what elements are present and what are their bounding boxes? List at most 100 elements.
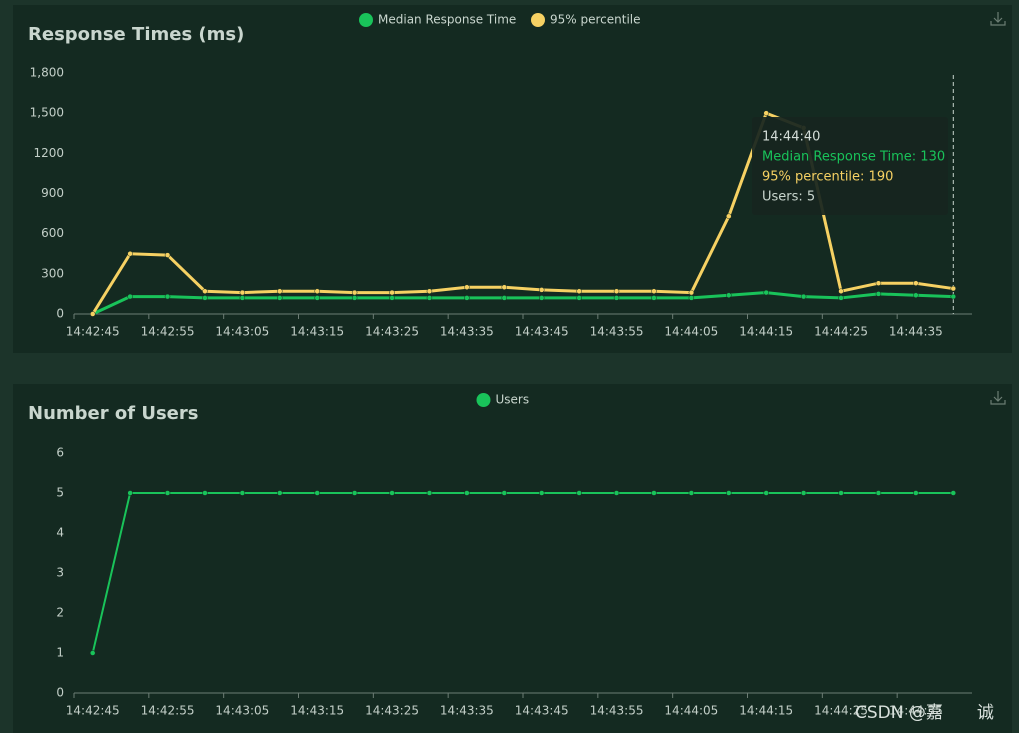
point	[277, 288, 283, 294]
point	[538, 490, 545, 496]
y-tick-label: 1	[56, 646, 64, 660]
point	[351, 289, 358, 296]
point	[277, 490, 283, 496]
point	[726, 490, 732, 496]
y-tick-label: 0	[56, 686, 64, 700]
download-icon[interactable]	[990, 391, 1006, 405]
point	[613, 490, 620, 496]
point	[613, 295, 620, 301]
point	[763, 289, 769, 296]
point	[127, 251, 133, 257]
tooltip-box	[752, 117, 948, 215]
point	[763, 490, 769, 496]
x-tick-label: 14:44:05	[664, 704, 718, 718]
point	[389, 295, 395, 301]
tooltip-title: 14:44:40	[762, 130, 820, 145]
point	[688, 295, 695, 301]
point	[277, 295, 283, 301]
point	[239, 289, 246, 296]
point	[239, 295, 246, 301]
point	[800, 490, 807, 496]
point	[576, 295, 582, 301]
chart-title: Number of Users	[28, 403, 198, 424]
watermark: CSDN @嘉 诚	[855, 703, 994, 723]
point	[164, 490, 171, 496]
point	[950, 293, 957, 300]
tooltip: 14:44:40 Median Response Time: 130 95% per…	[752, 117, 948, 215]
point	[875, 490, 882, 496]
x-tick-label: 14:43:35	[440, 704, 494, 718]
point	[838, 295, 844, 301]
point	[538, 287, 545, 293]
x-tick-label: 14:44:25	[814, 325, 868, 339]
x-tick-label: 14:43:45	[515, 325, 569, 339]
point	[651, 490, 657, 496]
x-tick-label: 14:43:45	[515, 704, 569, 718]
point	[726, 213, 732, 220]
point	[314, 490, 320, 496]
point	[763, 110, 769, 116]
point	[464, 284, 470, 290]
y-tick-label: 5	[56, 486, 64, 500]
y-tick-label: 3	[56, 566, 64, 580]
point	[89, 311, 96, 317]
x-tick-label: 14:44:35	[889, 325, 943, 339]
point	[913, 292, 919, 299]
point	[164, 252, 171, 258]
point	[164, 293, 171, 300]
point	[464, 295, 470, 301]
point	[239, 490, 246, 496]
y-tick-label: 2	[56, 606, 64, 620]
point	[950, 285, 957, 292]
x-tick-label: 14:43:25	[365, 704, 419, 718]
download-icon[interactable]	[990, 12, 1006, 26]
x-tick-label: 14:44:05	[664, 325, 718, 339]
y-tick-label: 900	[41, 186, 64, 200]
point	[127, 293, 133, 300]
y-tick-label: 6	[56, 446, 64, 460]
legend-marker	[359, 13, 373, 27]
legend-label: Median Response Time	[378, 13, 516, 27]
x-tick-label: 14:43:15	[290, 704, 344, 718]
x-tick-label: 14:43:55	[590, 704, 644, 718]
point	[913, 490, 919, 496]
point	[426, 288, 433, 294]
x-tick-label: 14:43:25	[365, 325, 419, 339]
point	[688, 490, 695, 496]
series-line	[91, 492, 954, 654]
point	[576, 490, 582, 496]
y-tick-label: 4	[56, 526, 64, 540]
point	[314, 295, 320, 301]
point	[89, 650, 96, 656]
x-tick-label: 14:44:25	[814, 704, 868, 718]
point	[127, 490, 133, 496]
point	[501, 490, 508, 496]
x-tick-label: 14:44:15	[739, 325, 793, 339]
point	[838, 490, 844, 496]
point	[913, 280, 919, 286]
point	[576, 288, 582, 294]
point	[800, 293, 807, 300]
y-tick-label: 1,800	[30, 66, 64, 80]
y-tick-label: 1200	[33, 146, 64, 160]
tooltip-line: 95% percentile: 190	[762, 170, 893, 185]
y-tick-label: 300	[41, 266, 64, 280]
point	[426, 490, 433, 496]
point	[875, 291, 882, 297]
point	[389, 490, 395, 496]
x-tick-label: 14:43:15	[290, 325, 344, 339]
x-tick-label: 14:42:45	[66, 704, 120, 718]
x-tick-label: 14:42:55	[141, 325, 195, 339]
point	[501, 295, 508, 301]
point	[688, 289, 695, 296]
series-line	[92, 291, 954, 316]
x-tick-label: 14:42:55	[141, 704, 195, 718]
point	[950, 490, 957, 496]
x-tick-label: 14:43:35	[440, 325, 494, 339]
point	[464, 490, 470, 496]
x-tick-label: 14:44:35	[889, 704, 943, 718]
point	[538, 295, 545, 301]
point	[426, 295, 433, 301]
